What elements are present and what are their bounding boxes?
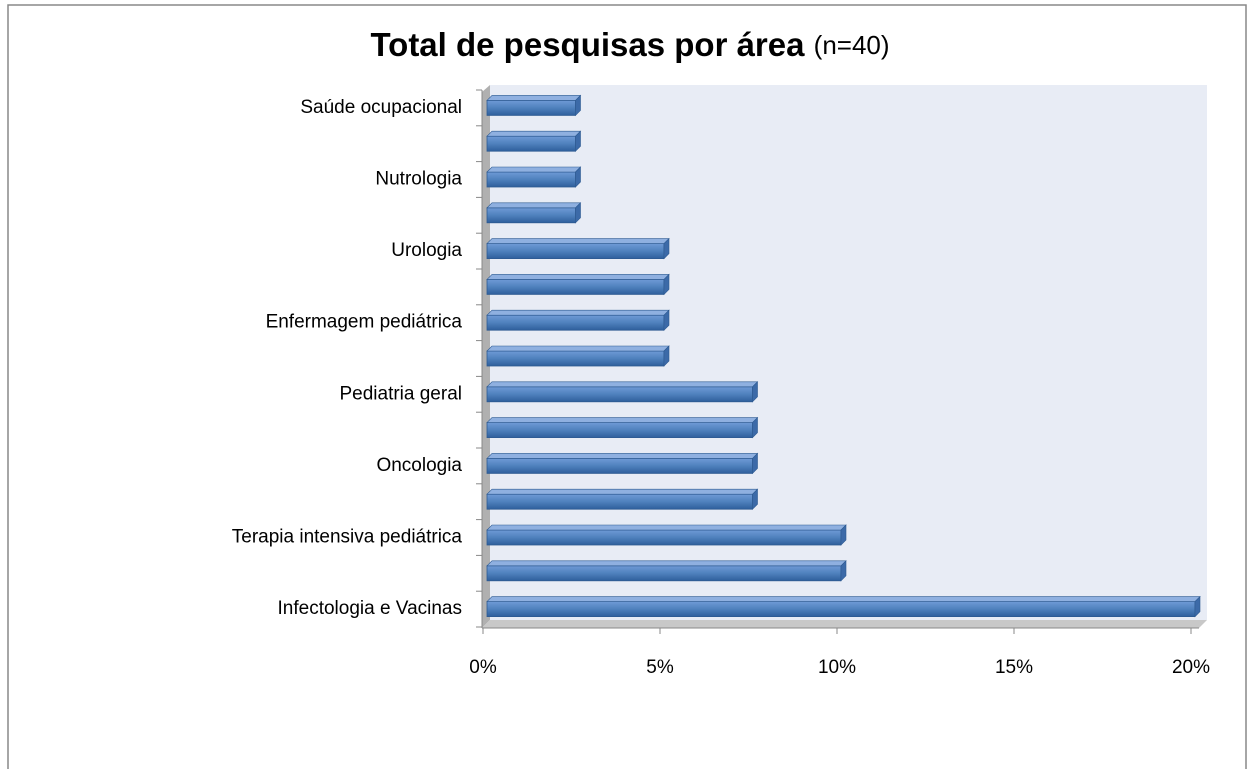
bar xyxy=(486,314,665,331)
bar-top xyxy=(486,166,582,173)
bar-end xyxy=(1194,595,1201,618)
bar-end xyxy=(752,452,758,475)
bar xyxy=(486,422,753,439)
bar-end xyxy=(663,237,670,260)
y-tick-label: Urologia xyxy=(391,240,462,261)
bar xyxy=(486,171,576,188)
bar-top xyxy=(486,95,582,101)
y-tick-label: Infectologia e Vacinas xyxy=(278,598,463,619)
bar-top xyxy=(486,524,847,531)
bar-top xyxy=(486,560,847,567)
bar xyxy=(486,529,842,546)
y-tick-label: Oncologia xyxy=(376,455,462,476)
y-tick-label: Saúde ocupacional xyxy=(300,97,462,118)
bar-top xyxy=(486,453,759,459)
x-tick-label: 20% xyxy=(1172,657,1210,678)
bar-top xyxy=(486,238,670,244)
bar xyxy=(486,457,753,474)
bar xyxy=(486,207,576,224)
x-tick-label: 15% xyxy=(995,657,1033,678)
bar xyxy=(486,243,665,260)
bar xyxy=(486,100,576,116)
bar xyxy=(486,350,665,367)
x-tick-label: 10% xyxy=(818,657,856,678)
bar-end xyxy=(840,524,847,546)
x-tick-label: 0% xyxy=(469,657,497,678)
bar-top xyxy=(486,130,582,137)
y-tick-label: Enfermagem pediátrica xyxy=(266,312,463,333)
bar-end xyxy=(663,345,670,367)
title-note: (n=40) xyxy=(814,30,890,60)
bar xyxy=(486,386,753,403)
bar-end xyxy=(840,560,847,582)
bar xyxy=(486,601,1196,617)
bar-top xyxy=(486,488,759,495)
y-tick-label: Pediatria geral xyxy=(339,383,462,404)
bar xyxy=(486,278,665,295)
bar-end xyxy=(752,381,758,403)
bar xyxy=(486,493,753,510)
title-main: Total de pesquisas por área xyxy=(370,26,805,63)
chart-title: Total de pesquisas por área (n=40) xyxy=(370,26,889,63)
bar-top xyxy=(486,309,670,316)
bar-top xyxy=(486,417,759,423)
bar-end xyxy=(575,94,581,117)
y-tick-label: Terapia intensiva pediátrica xyxy=(232,527,463,548)
bar xyxy=(486,565,842,582)
bar-top xyxy=(486,202,582,209)
bar-top xyxy=(486,596,1201,602)
floor xyxy=(482,620,1207,628)
bar-end xyxy=(663,273,670,296)
bar-end xyxy=(752,416,758,439)
bar-top xyxy=(486,274,670,280)
bar-end xyxy=(575,166,581,188)
y-tick-label: Nutrologia xyxy=(375,169,462,190)
bar-top xyxy=(486,345,670,352)
x-tick-label: 5% xyxy=(646,657,674,678)
bar-top xyxy=(486,381,759,388)
bar-end xyxy=(575,202,581,224)
bar-end xyxy=(663,309,670,331)
bar-end xyxy=(575,130,581,152)
bar xyxy=(486,135,576,152)
bar-end xyxy=(752,488,758,510)
